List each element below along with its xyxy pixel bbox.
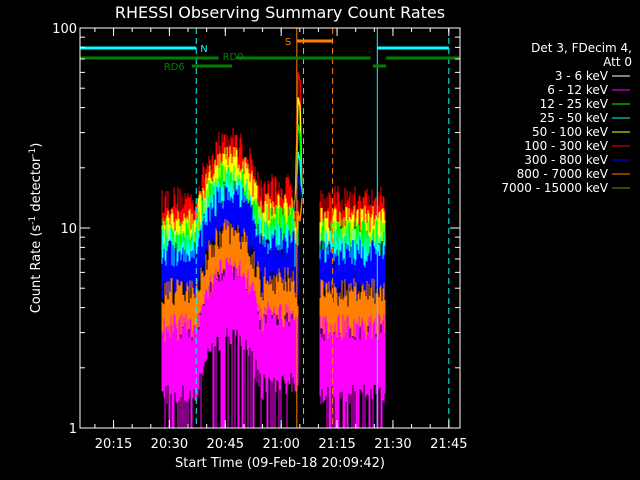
flag-annotation: RD6 (164, 62, 185, 73)
legend-entry-label: 6 - 12 keV (547, 83, 609, 97)
flag-annotation: S (285, 37, 291, 48)
y-axis-label-sup1: -1 (28, 216, 38, 225)
x-tick-label: 20:45 (207, 437, 244, 452)
y-tick-label: 100 (52, 22, 77, 37)
x-tick-label: 21:00 (262, 437, 299, 452)
x-axis-label: Start Time (09-Feb-18 20:09:42) (175, 456, 385, 471)
series-band (161, 257, 386, 428)
flag-bars: N S RD0 RD6 (80, 37, 460, 73)
flag-annotation: RD0 (223, 52, 244, 63)
y-axis-label-mid: detector (29, 156, 44, 216)
legend-entry-label: 800 - 7000 keV (517, 167, 609, 181)
x-tick-label: 20:30 (151, 437, 188, 452)
series-band-path (319, 278, 386, 347)
legend-entry-label: 7000 - 15000 keV (501, 181, 608, 195)
legend-header-line2: Att 0 (603, 55, 632, 69)
x-tick-label: 21:30 (374, 437, 411, 452)
legend-entry-label: 50 - 100 keV (532, 125, 609, 139)
legend-entry-label: 25 - 50 keV (540, 111, 609, 125)
axis-ticks: 20:15 20:30 20:45 21:00 21:15 21:30 21:45 1 10 10… (52, 22, 467, 452)
legend-entry-label: 100 - 300 keV (524, 139, 608, 153)
legend-entry-label: 300 - 800 keV (524, 153, 608, 167)
series-band-path (319, 313, 386, 428)
x-tick-label: 21:45 (430, 437, 467, 452)
series-band-path (161, 257, 299, 428)
y-tick-label: 10 (60, 222, 77, 237)
flag-annotation: N (200, 44, 207, 55)
y-axis-label-sup2: -1 (28, 148, 38, 157)
chart-title: RHESSI Observing Summary Count Rates (115, 3, 445, 22)
x-tick-label: 21:15 (318, 437, 355, 452)
data-layer (161, 72, 386, 428)
legend-entry-label: 12 - 25 keV (540, 97, 609, 111)
legend-entry-label: 3 - 6 keV (555, 69, 609, 83)
y-axis-label-end: ) (29, 143, 44, 148)
y-axis-label: Count Rate (s-1 detector-1) (28, 143, 44, 314)
series-band (161, 219, 386, 347)
x-tick-label: 20:15 (95, 437, 132, 452)
legend-header-line1: Det 3, FDecim 4, (531, 41, 632, 55)
y-axis-label-main: Count Rate (s (29, 225, 44, 314)
flag-lines (79, 28, 450, 428)
y-tick-label: 1 (69, 422, 77, 437)
